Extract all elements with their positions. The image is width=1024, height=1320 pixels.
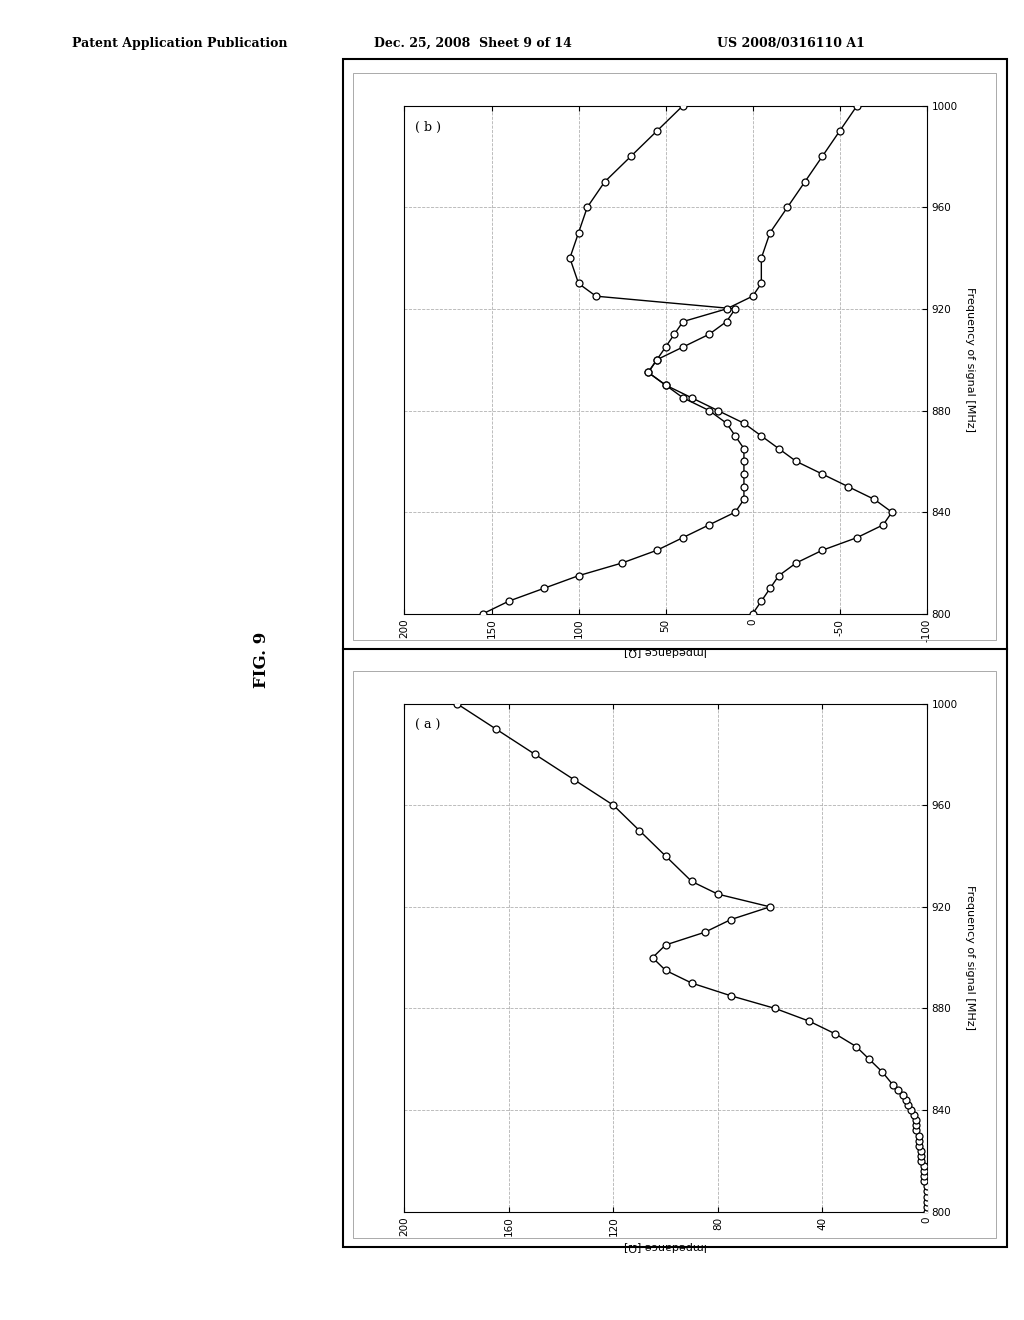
Text: ( a ): ( a ) [415, 719, 440, 731]
X-axis label: Impedance [Ω]: Impedance [Ω] [624, 647, 708, 656]
Text: ( b ): ( b ) [415, 121, 441, 133]
Text: Patent Application Publication: Patent Application Publication [72, 37, 287, 50]
Text: FIG. 9: FIG. 9 [253, 632, 269, 688]
Text: Dec. 25, 2008  Sheet 9 of 14: Dec. 25, 2008 Sheet 9 of 14 [374, 37, 571, 50]
Y-axis label: Frequency of signal [MHz]: Frequency of signal [MHz] [965, 886, 975, 1030]
Y-axis label: Frequency of signal [MHz]: Frequency of signal [MHz] [965, 288, 975, 432]
Text: US 2008/0316110 A1: US 2008/0316110 A1 [717, 37, 864, 50]
X-axis label: Impedance [Ω]: Impedance [Ω] [624, 1241, 708, 1250]
